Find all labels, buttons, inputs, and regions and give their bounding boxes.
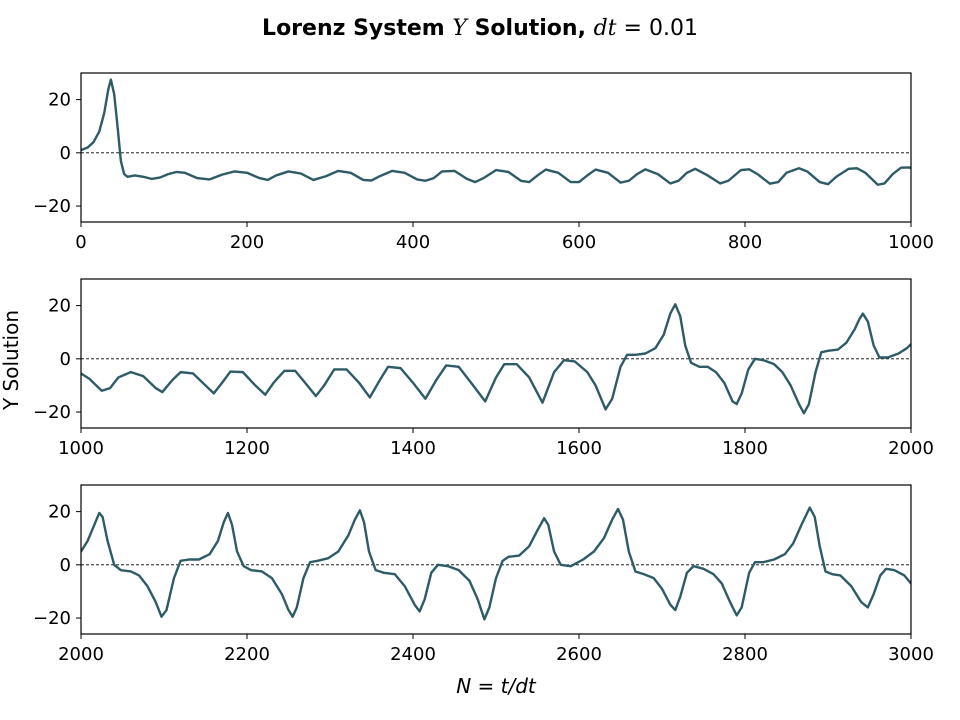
x-axis-label: N = t/dt bbox=[456, 674, 537, 698]
y-tick-label: 20 bbox=[48, 296, 71, 317]
subplot-3: 2000 2200 2400 2600 2800 3000 20 0 −20 bbox=[33, 484, 934, 665]
y-tick-label: 20 bbox=[48, 502, 71, 523]
y-tick-label: −20 bbox=[33, 608, 71, 629]
axes-frame bbox=[80, 278, 912, 429]
x-tick-label: 200 bbox=[230, 232, 264, 253]
subplot-2: 1000 1200 1400 1600 1800 2000 20 0 −20 bbox=[33, 278, 934, 459]
chart-title: Lorenz System Y Solution, dt = 0.01 bbox=[262, 16, 698, 41]
series-line-y bbox=[81, 78, 911, 186]
x-tick-label: 1800 bbox=[722, 438, 768, 459]
y-tick-label: 0 bbox=[60, 555, 71, 576]
axes-frame bbox=[80, 484, 912, 635]
x-tick-label: 2000 bbox=[58, 644, 104, 665]
title-var: Y bbox=[452, 16, 469, 41]
x-tick-label: 800 bbox=[728, 232, 762, 253]
x-tick-label: 2400 bbox=[390, 644, 436, 665]
x-tick-label: 1600 bbox=[556, 438, 602, 459]
x-tick-label: 600 bbox=[562, 232, 596, 253]
title-prefix: Lorenz System bbox=[262, 16, 452, 41]
x-tick-label: 1400 bbox=[390, 438, 436, 459]
series-line-y bbox=[81, 506, 911, 621]
x-tick-label: 3000 bbox=[888, 644, 934, 665]
y-tick-label: −20 bbox=[33, 402, 71, 423]
x-tick-label: 1200 bbox=[224, 438, 270, 459]
x-tick-label: 1000 bbox=[888, 232, 934, 253]
title-dt-value: = 0.01 bbox=[617, 16, 698, 41]
axes-frame bbox=[80, 72, 912, 223]
series-line-y bbox=[81, 303, 911, 415]
x-tick-label: 400 bbox=[396, 232, 430, 253]
x-tick-label: 0 bbox=[75, 232, 86, 253]
x-tick-label: 1000 bbox=[58, 438, 104, 459]
title-suffix: Solution, bbox=[467, 16, 594, 41]
x-tick-label: 2600 bbox=[556, 644, 602, 665]
y-tick-label: 0 bbox=[60, 349, 71, 370]
x-tick-label: 2000 bbox=[888, 438, 934, 459]
y-tick-label: 20 bbox=[48, 90, 71, 111]
y-tick-label: 0 bbox=[60, 143, 71, 164]
y-tick-label: −20 bbox=[33, 196, 71, 217]
x-tick-label: 2200 bbox=[224, 644, 270, 665]
title-dt: dt bbox=[594, 16, 617, 41]
x-tick-label: 2800 bbox=[722, 644, 768, 665]
y-axis-label: Y Solution bbox=[0, 310, 23, 411]
